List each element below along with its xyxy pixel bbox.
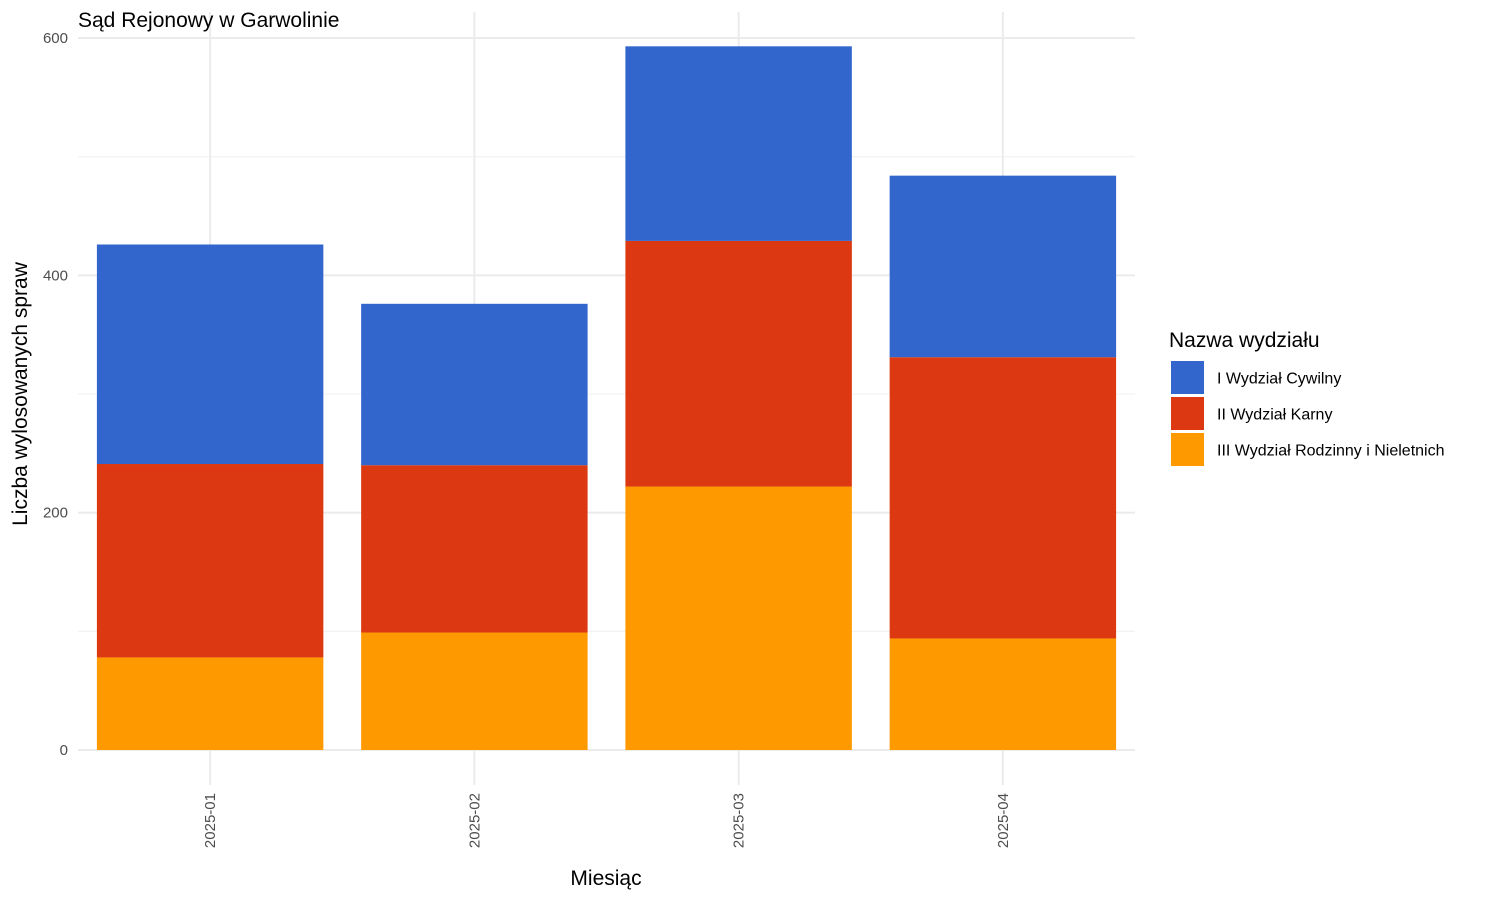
x-tick-label: 2025-04 [995, 793, 1012, 848]
legend-title: Nazwa wydziału [1169, 329, 1320, 352]
bar-segment [361, 465, 588, 633]
bar-segment [889, 175, 1117, 358]
x-axis-ticks: 2025-01 2025-02 2025-03 2025-04 [202, 793, 1012, 848]
x-axis-title: Miesiąc [570, 867, 641, 890]
bar-segment [889, 357, 1117, 639]
legend-key [1171, 433, 1204, 466]
x-tick-label: 2025-01 [202, 793, 219, 848]
bar-segment [361, 632, 588, 750]
bar-segment [625, 486, 852, 750]
legend-key [1171, 361, 1204, 394]
y-tick-label: 600 [43, 30, 68, 47]
bars [96, 46, 1117, 750]
x-tick-label: 2025-03 [731, 793, 748, 848]
bar-segment [96, 464, 324, 658]
bar-segment [96, 657, 324, 750]
legend-key [1171, 397, 1204, 430]
y-axis-title: Liczba wylosowanych spraw [9, 261, 32, 526]
bar-segment [625, 240, 852, 487]
legend: Nazwa wydziału I Wydział Cywilny II Wydzi… [1169, 329, 1445, 466]
x-tick-label: 2025-02 [466, 793, 483, 848]
legend-label: III Wydział Rodzinny i Nieletnich [1217, 443, 1445, 460]
legend-label: II Wydział Karny [1217, 407, 1332, 424]
y-axis-ticks: 0 200 400 600 [43, 30, 68, 759]
bar-segment [625, 46, 852, 241]
bar-segment [889, 638, 1117, 750]
y-tick-label: 200 [43, 505, 68, 522]
bar-segment [96, 244, 324, 465]
legend-label: I Wydział Cywilny [1217, 371, 1341, 388]
y-tick-label: 0 [60, 742, 68, 759]
bar-segment [361, 303, 588, 466]
y-tick-label: 400 [43, 267, 68, 284]
chart-title: Sąd Rejonowy w Garwolinie [78, 9, 339, 32]
